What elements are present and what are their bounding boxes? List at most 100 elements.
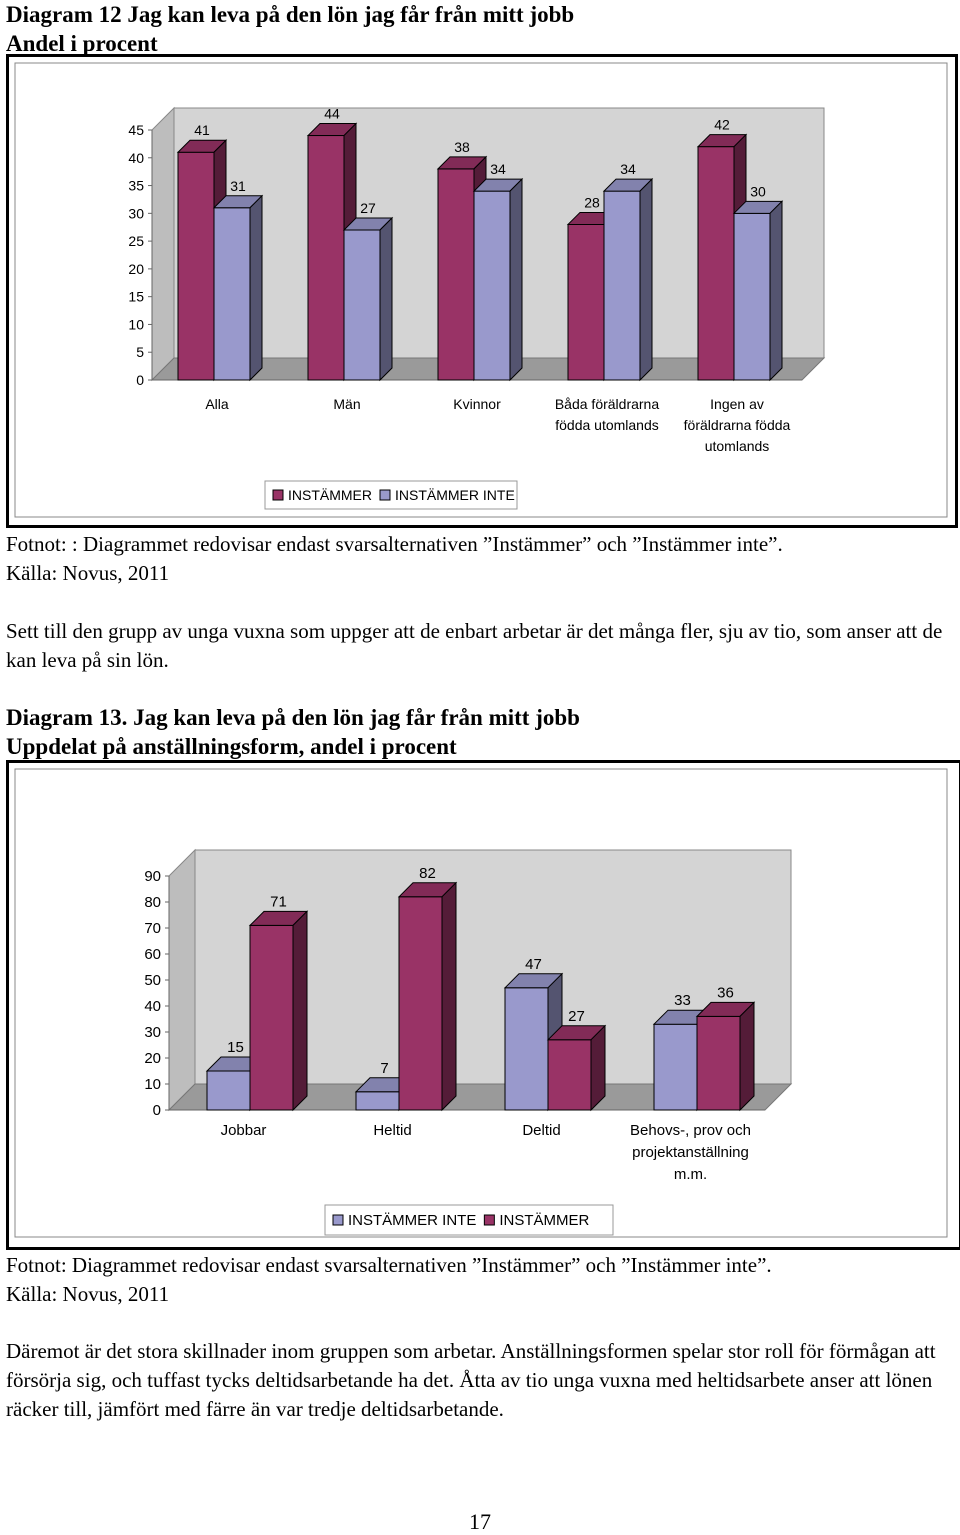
undefined-y-tick-label: 20 (144, 1050, 161, 1067)
undefined-data-label: 30 (750, 183, 766, 199)
undefined-bar-front (697, 146, 735, 381)
undefined-bar (602, 177, 654, 382)
page-number: 17 (469, 1509, 491, 1534)
chart-1-frame: 0 5 10 15 20 25 30 35 40 45 41 31 Alla 44 27 Män 38 34 Kvi… (6, 54, 958, 528)
undefined-category-label: utomlands (705, 438, 770, 454)
undefined-y-tick-label: 90 (144, 868, 161, 885)
undefined-y-tick-label: 0 (136, 372, 144, 388)
undefined-y-tick-label: 25 (128, 233, 144, 249)
undefined-bar (472, 177, 524, 382)
undefined-bar-side (441, 881, 457, 1112)
undefined-bar-front (398, 896, 443, 1111)
undefined-bar-front (504, 987, 549, 1111)
undefined-category-label: Jobbar (221, 1122, 267, 1139)
undefined-bar-front (733, 212, 771, 381)
undefined-category-label: m.m. (674, 1166, 707, 1183)
undefined-legend-swatch (483, 1214, 495, 1226)
undefined-category-label: föräldrarna födda (684, 417, 791, 433)
diagram12-footnote-line1: Fotnot: : Diagrammet redovisar endast sv… (6, 532, 783, 556)
undefined-category-label: Ingen av (710, 396, 764, 412)
undefined-category-label: Båda föräldrarna (555, 396, 660, 412)
undefined-bar-front (355, 1091, 400, 1111)
undefined-y-tick-label: 30 (128, 205, 144, 221)
undefined-bar-front (653, 1023, 698, 1111)
undefined-bar-front (567, 223, 605, 381)
undefined-data-label: 82 (419, 865, 436, 882)
undefined-category-label: födda utomlands (555, 417, 659, 433)
undefined-bar (732, 200, 784, 382)
undefined-y-tick-label: 80 (144, 894, 161, 911)
undefined-bar-front (307, 135, 345, 381)
undefined-data-label: 7 (380, 1060, 388, 1077)
undefined-bar-side (739, 1001, 755, 1112)
undefined-bar-front (696, 1015, 741, 1111)
undefined-y-tick-label: 60 (144, 946, 161, 963)
paragraph-1: Sett till den grupp av unga vuxna som up… (6, 619, 943, 672)
undefined-category-label: Män (333, 396, 360, 412)
undefined-bar (212, 194, 264, 382)
undefined-bar-side (639, 177, 653, 382)
undefined-legend: INSTÄMMER INTE INSTÄMMER (324, 1204, 614, 1236)
chart-2-frame: 0 10 20 30 40 50 60 70 80 90 15 71 Jobbar 7 82 Heltid 47… (6, 760, 960, 1250)
undefined-data-label: 31 (230, 178, 246, 194)
undefined-y-tick-label: 15 (128, 289, 144, 305)
undefined-bar-side (590, 1024, 606, 1112)
undefined-legend-label: INSTÄMMER (499, 1212, 589, 1229)
undefined-side-wall (151, 106, 175, 382)
diagram13-footnote: Fotnot: Diagrammet redovisar endast svar… (6, 1251, 954, 1309)
undefined-y-tick-label: 70 (144, 920, 161, 937)
undefined-category-label: Heltid (373, 1122, 411, 1139)
diagram12-footnote: Fotnot: : Diagrammet redovisar endast sv… (6, 530, 954, 588)
diagram13-footnote-line1: Fotnot: Diagrammet redovisar endast svar… (6, 1253, 772, 1277)
undefined-bar-front (473, 190, 511, 381)
chart-1: 0 5 10 15 20 25 30 35 40 45 41 31 Alla 44 27 Män 38 34 Kvi… (14, 62, 948, 518)
undefined-bar-side (769, 200, 783, 382)
undefined-y-tick-label: 5 (136, 344, 144, 360)
undefined-bar-front (547, 1039, 592, 1111)
undefined-legend-label: INSTÄMMER (288, 487, 372, 503)
undefined-data-label: 71 (270, 893, 287, 910)
undefined-data-label: 27 (568, 1008, 585, 1025)
diagram12-title-line1: Diagram 12 Jag kan leva på den lön jag f… (6, 2, 575, 27)
undefined-bar-side (249, 194, 263, 382)
undefined-bar-front (206, 1070, 251, 1111)
undefined-bar (695, 1001, 756, 1112)
paragraph-2: Däremot är det stora skillnader inom gru… (6, 1339, 936, 1421)
undefined-data-label: 33 (674, 992, 691, 1009)
diagram13-title-line1: Diagram 13. Jag kan leva på den lön jag … (6, 705, 580, 730)
undefined-y-tick-label: 10 (144, 1076, 161, 1093)
undefined-legend-swatch (272, 489, 284, 501)
undefined-legend-swatch (379, 489, 391, 501)
undefined-legend-label: INSTÄMMER INTE (395, 487, 515, 503)
undefined-y-tick-label: 40 (128, 150, 144, 166)
undefined-bar-front (249, 924, 294, 1111)
diagram12-title: Diagram 12 Jag kan leva på den lön jag f… (6, 0, 574, 58)
undefined-bar (248, 910, 309, 1112)
undefined-legend-swatch (332, 1214, 344, 1226)
diagram13-source: Källa: Novus, 2011 (6, 1282, 170, 1306)
diagram13-title-line2: Uppdelat på anställningsform, andel i pr… (6, 734, 457, 759)
undefined-category-label: Alla (205, 396, 229, 412)
chart-2: 0 10 20 30 40 50 60 70 80 90 15 71 Jobbar 7 82 Heltid 47… (14, 768, 948, 1238)
undefined-data-label: 42 (714, 117, 730, 133)
undefined-bar (342, 216, 394, 382)
undefined-y-tick-label: 0 (153, 1102, 161, 1119)
diagram12-source: Källa: Novus, 2011 (6, 561, 170, 585)
undefined-y-tick-label: 50 (144, 972, 161, 989)
undefined-bar-side (292, 910, 308, 1112)
undefined-data-label: 27 (360, 200, 376, 216)
undefined-category-label: Deltid (522, 1122, 560, 1139)
undefined-bar-front (603, 190, 641, 381)
undefined-bar-front (213, 207, 251, 381)
undefined-data-label: 28 (584, 194, 600, 210)
undefined-y-tick-label: 30 (144, 1024, 161, 1041)
undefined-data-label: 34 (490, 161, 506, 177)
undefined-legend-box (324, 1204, 614, 1236)
undefined-data-label: 44 (324, 106, 340, 122)
undefined-data-label: 34 (620, 161, 636, 177)
undefined-category-label: Kvinnor (453, 396, 501, 412)
diagram13-title: Diagram 13. Jag kan leva på den lön jag … (6, 703, 580, 761)
diagram12-title-line2: Andel i procent (6, 31, 158, 56)
undefined-bar (546, 1024, 607, 1112)
undefined-data-label: 41 (194, 122, 210, 138)
